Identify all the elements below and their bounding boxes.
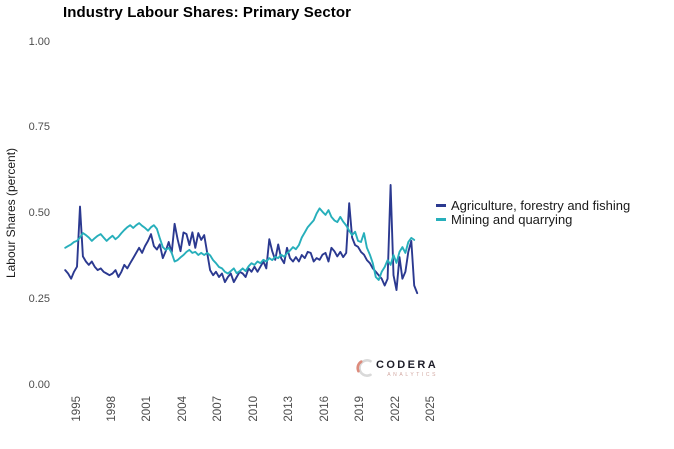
y-tick-label: 0.75 [28, 121, 50, 134]
codera-logo-text-block: CODERA ANALYTICS [376, 359, 438, 378]
legend: Agriculture, forestry and fishing Mining… [436, 197, 631, 227]
legend-swatch-agriculture [436, 203, 446, 207]
codera-logo-subtext: ANALYTICS [387, 371, 439, 378]
series-line-agriculture [64, 184, 419, 295]
y-tick-label: 0.00 [28, 378, 50, 391]
chart-title: Industry Labour Shares: Primary Sector [63, 4, 352, 21]
codera-logo-mark-icon [356, 359, 372, 377]
legend-swatch-mining [436, 217, 446, 221]
y-tick-label: 0.25 [28, 292, 50, 305]
codera-logo: CODERA ANALYTICS [355, 357, 438, 379]
legend-item-mining: Mining and quarrying [436, 211, 630, 227]
y-tick-label: 0.50 [28, 207, 50, 219]
legend-item-agriculture: Agriculture, forestry and fishing [436, 197, 631, 213]
series-line-mining [64, 207, 416, 281]
legend-label-mining: Mining and quarrying [451, 211, 573, 227]
y-tick-label: 1.00 [28, 35, 50, 48]
legend-label-agriculture: Agriculture, forestry and fishing [451, 197, 631, 213]
codera-logo-text: CODERA [376, 358, 439, 371]
